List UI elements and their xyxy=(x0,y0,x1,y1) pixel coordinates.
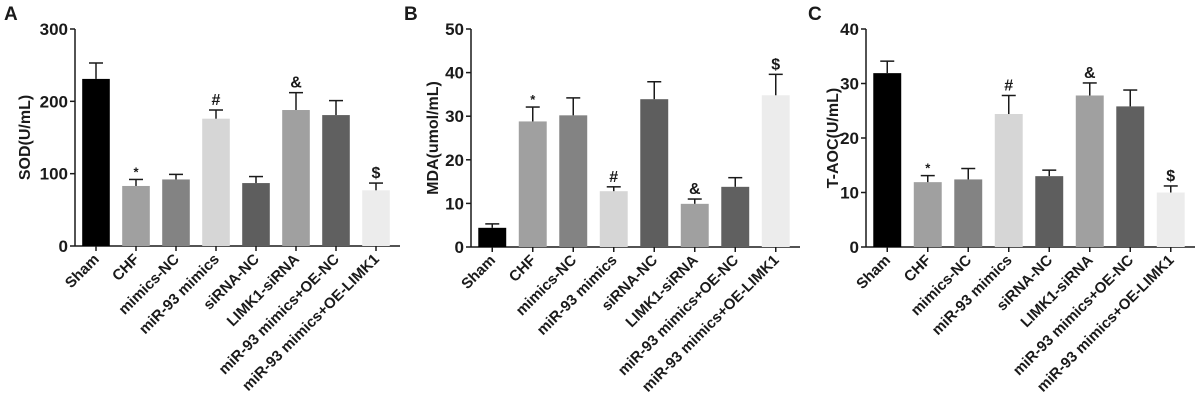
significance-marker: # xyxy=(1004,77,1013,94)
bar xyxy=(680,203,709,247)
panel-letter: B xyxy=(404,4,418,25)
y-axis-label: MDA(umol/mL) xyxy=(425,81,442,195)
significance-marker: * xyxy=(133,164,139,179)
bar xyxy=(1116,106,1145,247)
significance-marker: & xyxy=(689,181,701,198)
x-tick-label: Sham xyxy=(62,251,103,292)
y-tick-label: 10 xyxy=(445,194,464,213)
significance-marker: $ xyxy=(372,165,381,182)
y-tick-label: 50 xyxy=(445,20,464,39)
bar xyxy=(282,110,310,246)
significance-marker: & xyxy=(290,75,302,92)
bar xyxy=(640,99,669,247)
y-tick-label: 30 xyxy=(840,75,859,94)
bar xyxy=(954,179,983,247)
bar xyxy=(873,73,902,248)
bar xyxy=(162,179,190,246)
panel-letter: C xyxy=(808,4,822,25)
panel-a: A0100200300SOD(U/mL)Sham*CHFmimics-NC#mi… xyxy=(4,4,400,395)
bar xyxy=(913,182,942,247)
y-tick-label: 200 xyxy=(40,92,68,111)
bar xyxy=(518,121,547,247)
significance-marker: $ xyxy=(1166,168,1175,185)
y-tick-label: 40 xyxy=(445,64,464,83)
bar xyxy=(761,95,790,247)
panel-c: C010203040T-AOC(U/mL)Sham*CHFmimics-NC#m… xyxy=(808,4,1195,396)
significance-marker: & xyxy=(1084,65,1096,82)
y-tick-label: 30 xyxy=(445,107,464,126)
x-tick-label: Sham xyxy=(458,252,499,293)
x-tick-label: CHF xyxy=(109,251,143,285)
x-tick-label: CHF xyxy=(901,252,935,286)
y-tick-label: 0 xyxy=(850,238,859,257)
bar xyxy=(242,183,270,246)
bar xyxy=(322,115,350,247)
y-tick-label: 20 xyxy=(445,151,464,170)
bar xyxy=(994,114,1023,248)
bar xyxy=(478,227,507,247)
bar xyxy=(202,118,230,246)
bar xyxy=(122,185,150,246)
x-tick-label: CHF xyxy=(506,252,540,286)
y-axis-label: SOD(U/mL) xyxy=(17,95,34,180)
significance-marker: * xyxy=(530,92,536,107)
bar xyxy=(599,191,628,247)
y-tick-label: 100 xyxy=(40,165,68,184)
bar xyxy=(1075,95,1104,248)
bar xyxy=(721,186,750,247)
bar xyxy=(1156,192,1185,247)
y-axis-label: T-AOC(U/mL) xyxy=(825,88,842,188)
y-tick-label: 40 xyxy=(840,20,859,39)
y-tick-label: 10 xyxy=(840,184,859,203)
y-tick-label: 20 xyxy=(840,129,859,148)
significance-marker: # xyxy=(212,92,221,109)
bar xyxy=(559,115,588,247)
panel-letter: A xyxy=(4,4,18,25)
bar xyxy=(1035,176,1064,247)
x-tick-label: Sham xyxy=(853,252,894,293)
bar xyxy=(82,78,110,246)
y-tick-label: 300 xyxy=(40,20,68,39)
significance-marker: $ xyxy=(771,56,780,73)
y-tick-label: 0 xyxy=(455,238,464,257)
bar xyxy=(362,190,390,246)
significance-marker: * xyxy=(925,161,931,176)
panel-b: B01020304050MDA(umol/mL)Sham*CHFmimics-N… xyxy=(404,4,800,396)
significance-marker: # xyxy=(609,169,618,186)
y-tick-label: 0 xyxy=(59,237,68,256)
